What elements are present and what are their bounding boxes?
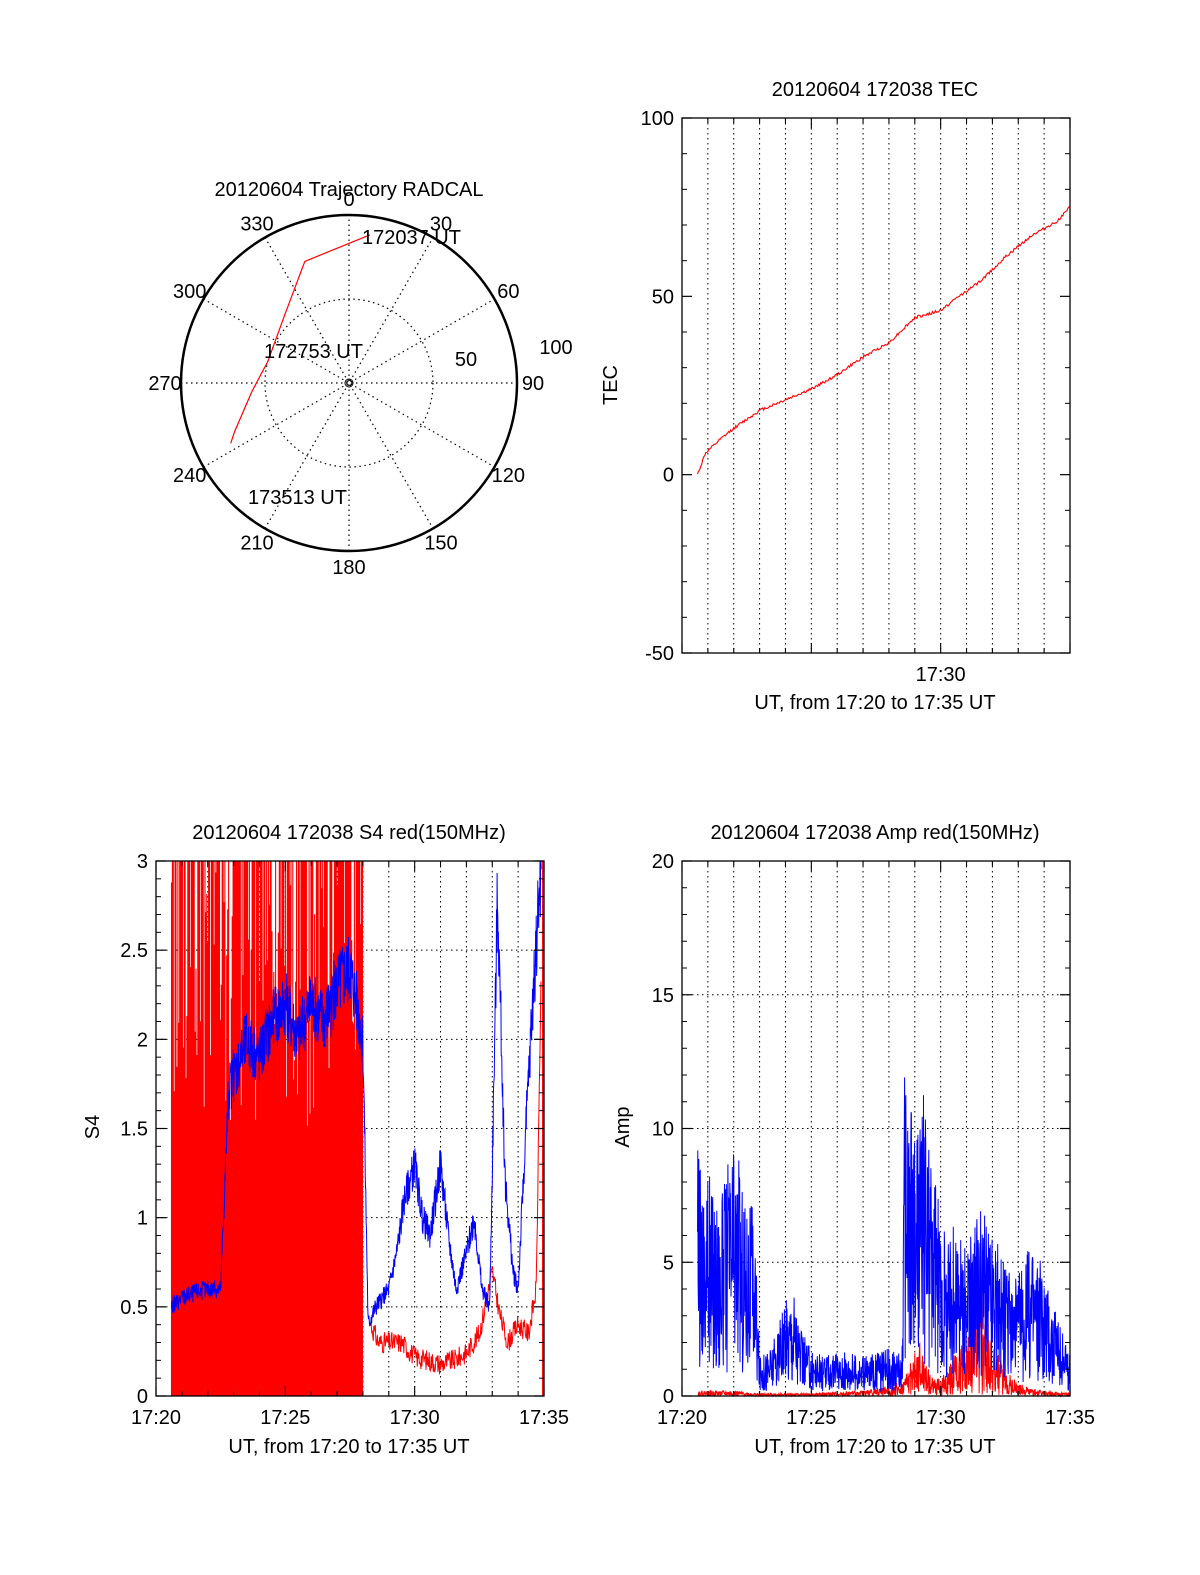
amp-y-axis-label: Amp (612, 1106, 634, 1147)
x-tick-label: 17:20 (657, 1407, 707, 1429)
s4-chart: 20120604 172038 S4 red(150MHz) 0 0.5 1 1.5 2… (82, 822, 569, 1458)
amp-y-tick-labels: 0 5 10 15 20 (652, 851, 674, 1408)
tec-x-tick-labels: 17:30 (916, 664, 966, 686)
polar-trajectory-chart: 20120604 Trajectory RADCAL 0 30 60 90 120 150… (148, 179, 572, 579)
trajectory-end-label: 173513 UT (248, 487, 347, 509)
polar-angle-label: 0 (343, 189, 354, 211)
y-tick-label: 15 (652, 985, 674, 1007)
s4-y-axis-label: S4 (82, 1115, 104, 1139)
y-tick-label: 100 (641, 108, 674, 130)
y-tick-label: 20 (652, 851, 674, 873)
y-tick-label: 2 (137, 1029, 148, 1051)
amp-chart: 20120604 172038 Amp red(150MHz) 0 5 10 15 20… (612, 822, 1095, 1458)
s4-plot-frame (155, 860, 545, 1397)
amp-chart-title: 20120604 172038 Amp red(150MHz) (710, 822, 1039, 844)
y-tick-label: 0 (663, 1386, 674, 1408)
polar-trajectory-line (230, 234, 371, 444)
x-tick-label: 17:35 (519, 1407, 569, 1429)
y-tick-label: 1 (137, 1208, 148, 1230)
tec-y-tick-labels: -50 0 50 100 (641, 108, 674, 665)
x-tick-label: 17:25 (260, 1407, 310, 1429)
polar-angle-label: 330 (240, 214, 273, 236)
polar-chart-title: 20120604 Trajectory RADCAL (214, 179, 483, 201)
tec-y-axis-label: TEC (600, 365, 622, 405)
x-tick-label: 17:30 (916, 1407, 966, 1429)
tec-x-axis-label: UT, from 17:20 to 17:35 UT (754, 692, 995, 714)
y-tick-label: 50 (652, 286, 674, 308)
y-tick-label: 0.5 (120, 1297, 148, 1319)
tec-chart-title: 20120604 172038 TEC (772, 79, 978, 101)
y-tick-label: 3 (137, 851, 148, 873)
polar-angle-label: 30 (430, 214, 452, 236)
amp-x-tick-labels: 17:20 17:25 17:30 17:35 (657, 1407, 1095, 1429)
series-blue-line (171, 860, 542, 1327)
series-red-spikes (170, 861, 364, 1396)
y-tick-label: -50 (645, 643, 674, 665)
y-tick-label: 0 (663, 465, 674, 487)
polar-spoke-30 (264, 237, 434, 529)
polar-angle-labels: 0 30 60 90 120 150 180 210 240 270 300 330 (148, 189, 544, 579)
polar-angle-label: 180 (332, 557, 365, 579)
polar-grid (181, 215, 517, 551)
tec-grid (707, 118, 1045, 653)
amp-plot-frame (681, 860, 1071, 1397)
s4-chart-title: 20120604 172038 S4 red(150MHz) (192, 822, 506, 844)
polar-angle-label: 300 (173, 281, 206, 303)
polar-angle-label: 120 (492, 465, 525, 487)
trajectory-start-label: 172037 UT (362, 227, 461, 249)
s4-x-axis-label: UT, from 17:20 to 17:35 UT (228, 1436, 469, 1458)
polar-angle-label: 240 (173, 465, 206, 487)
tec-plot-frame (681, 117, 1071, 654)
y-tick-label: 1.5 (120, 1119, 148, 1141)
y-tick-label: 0 (137, 1386, 148, 1408)
polar-angle-label: 60 (497, 281, 519, 303)
polar-ring-50 (264, 298, 434, 468)
polar-outer-circle (179, 213, 519, 553)
polar-spoke-60 (203, 298, 495, 468)
x-tick-label: 17:20 (131, 1407, 181, 1429)
x-tick-label: 17:35 (1045, 1407, 1095, 1429)
y-tick-label: 2.5 (120, 940, 148, 962)
amp-series (697, 1077, 1071, 1398)
polar-spoke-120 (203, 298, 495, 468)
y-tick-label: 10 (652, 1119, 674, 1141)
polar-spoke-150 (264, 237, 434, 529)
polar-angle-label: 270 (148, 373, 181, 395)
trajectory-mid-label: 172753 UT (264, 341, 363, 363)
tec-ticks (681, 117, 1071, 654)
series-red-line (696, 206, 1071, 475)
tec-series (696, 206, 1071, 475)
polar-angle-label: 90 (522, 373, 544, 395)
polar-radial-label-50: 50 (455, 349, 477, 371)
polar-angle-label: 210 (240, 532, 273, 554)
polar-center-mark (344, 378, 354, 388)
y-tick-label: 5 (663, 1252, 674, 1274)
polar-angle-label: 150 (424, 532, 457, 554)
x-tick-label: 17:30 (916, 664, 966, 686)
x-tick-label: 17:25 (786, 1407, 836, 1429)
series-red-trace (370, 981, 542, 1375)
s4-ticks (155, 860, 545, 1397)
x-tick-label: 17:30 (390, 1407, 440, 1429)
series-blue-line (697, 1077, 1071, 1392)
s4-x-tick-labels: 17:20 17:25 17:30 17:35 (131, 1407, 569, 1429)
s4-y-tick-labels: 0 0.5 1 1.5 2 2.5 3 (120, 851, 148, 1408)
polar-radial-label-100: 100 (539, 337, 572, 359)
amp-x-axis-label: UT, from 17:20 to 17:35 UT (754, 1436, 995, 1458)
